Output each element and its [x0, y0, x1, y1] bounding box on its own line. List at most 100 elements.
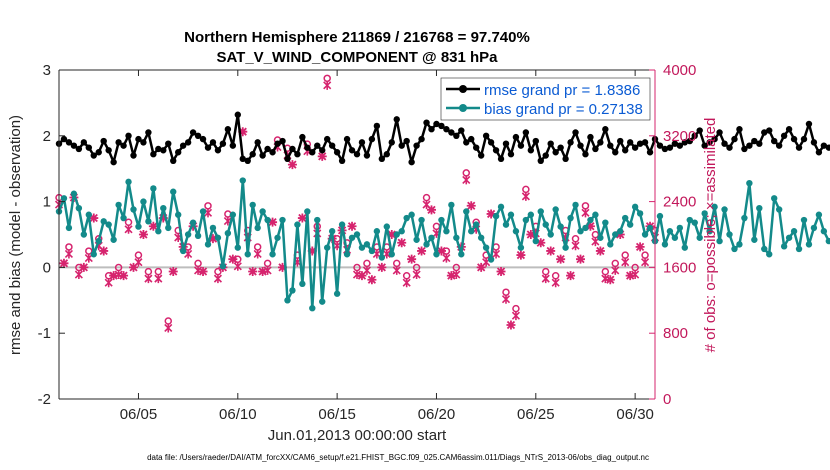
- obs-assimilated-marker: [516, 250, 526, 260]
- bias-data-point: [319, 298, 326, 305]
- rmse-data-point: [766, 127, 773, 134]
- bias-data-point: [194, 232, 202, 240]
- bias-data-point: [184, 231, 192, 238]
- rmse-data-point: [691, 132, 698, 139]
- obs-assimilated-marker: [188, 221, 198, 231]
- obs-assimilated-marker: [551, 278, 560, 288]
- rmse-data-point: [284, 155, 291, 163]
- bias-data-point: [90, 251, 97, 258]
- rmse-data-point: [358, 139, 366, 146]
- rmse-data-point: [641, 139, 649, 146]
- obs-assimilated-marker: [407, 254, 417, 264]
- obs-assimilated-marker: [631, 270, 640, 280]
- bias-data-point: [150, 185, 157, 192]
- rmse-data-point: [741, 145, 748, 153]
- bias-data-point: [284, 297, 291, 304]
- bias-data-point: [761, 245, 768, 253]
- bias-data-point: [314, 216, 321, 224]
- y-tick-label-right: 1600: [663, 259, 696, 276]
- bias-data-point: [681, 244, 688, 251]
- rmse-data-point: [463, 139, 470, 146]
- bias-data-point: [353, 231, 361, 238]
- bias-data-point: [785, 234, 793, 241]
- rmse-data-point: [795, 144, 803, 151]
- bias-data-point: [706, 228, 713, 235]
- rmse-data-point: [150, 151, 157, 158]
- y-tick-label-left: 2: [43, 128, 51, 145]
- obs-assimilated-marker: [74, 270, 83, 280]
- rmse-data-point: [706, 139, 713, 146]
- rmse-data-point: [304, 144, 311, 151]
- rmse-data-point: [612, 149, 619, 156]
- bias-data-point: [756, 204, 763, 212]
- bias-data-point: [815, 211, 823, 218]
- bias-data-point: [825, 237, 830, 245]
- bias-data-point: [309, 304, 316, 312]
- bias-data-point: [612, 231, 619, 238]
- rmse-data-point: [577, 142, 584, 149]
- obs-assimilated-marker: [446, 271, 456, 281]
- bias-data-point: [165, 224, 172, 232]
- bias-data-point: [666, 228, 674, 235]
- rmse-data-point: [502, 140, 510, 147]
- obs-assimilated-marker: [124, 224, 133, 234]
- bias-data-point: [294, 221, 301, 228]
- bias-data-point: [592, 211, 599, 218]
- bias-data-point: [418, 216, 425, 224]
- bias-data-point: [105, 221, 112, 228]
- bias-data-point: [358, 244, 366, 251]
- y-axis-left-label: rmse and bias (model - observation): [7, 115, 24, 355]
- rmse-data-point: [189, 129, 197, 136]
- obs-assimilated-marker: [427, 205, 436, 215]
- rmse-data-point: [587, 133, 594, 141]
- rmse-data-point: [194, 132, 202, 139]
- obs-assimilated-marker: [367, 275, 377, 285]
- bias-data-point: [155, 228, 162, 235]
- rmse-data-point: [820, 142, 828, 149]
- obs-assimilated-marker: [99, 246, 109, 256]
- legend-rmse-text: rmse grand pr = 1.8386: [484, 82, 640, 99]
- bias-data-point: [279, 216, 286, 224]
- rmse-data-point: [656, 142, 664, 149]
- obs-assimilated-marker: [154, 274, 163, 284]
- rmse-data-point: [125, 132, 132, 139]
- rmse-data-point: [368, 135, 376, 143]
- bias-data-point: [572, 201, 579, 209]
- obs-assimilated-marker: [79, 262, 89, 272]
- rmse-data-point: [626, 139, 634, 146]
- rmse-data-point: [448, 129, 455, 136]
- bias-data-point: [120, 214, 127, 222]
- bias-data-point: [597, 234, 604, 241]
- obs-assimilated-marker: [546, 246, 556, 256]
- rmse-data-point: [731, 135, 738, 143]
- rmse-data-point: [443, 126, 450, 133]
- rmse-data-point: [771, 137, 778, 145]
- bias-data-point: [512, 228, 520, 235]
- legend-bias-text: bias grand pr = 0.27138: [484, 101, 643, 118]
- bias-data-point: [259, 208, 266, 215]
- bias-data-point: [686, 216, 693, 224]
- bias-data-point: [458, 251, 465, 258]
- bias-data-point: [716, 237, 723, 245]
- rmse-data-point: [170, 157, 177, 165]
- rmse-data-point: [602, 126, 609, 133]
- rmse-data-point: [100, 137, 107, 145]
- obs-assimilated-marker: [307, 246, 317, 256]
- obs-assimilated-marker: [278, 262, 287, 272]
- obs-assimilated-marker: [511, 311, 520, 321]
- rmse-data-point: [274, 140, 281, 147]
- rmse-data-point: [418, 135, 425, 143]
- x-tick-label: 06/10: [219, 406, 257, 423]
- rmse-data-point: [527, 147, 535, 154]
- bias-data-point: [140, 198, 147, 205]
- bias-data-point: [641, 231, 649, 238]
- obs-assimilated-marker: [119, 271, 129, 281]
- rmse-data-point: [473, 144, 480, 151]
- obs-assimilated-marker: [89, 213, 99, 223]
- rmse-data-point: [403, 137, 410, 145]
- bias-data-point: [249, 201, 256, 209]
- rmse-data-point: [537, 157, 544, 165]
- obs-assimilated-marker: [486, 209, 496, 219]
- rmse-data-point: [279, 137, 286, 145]
